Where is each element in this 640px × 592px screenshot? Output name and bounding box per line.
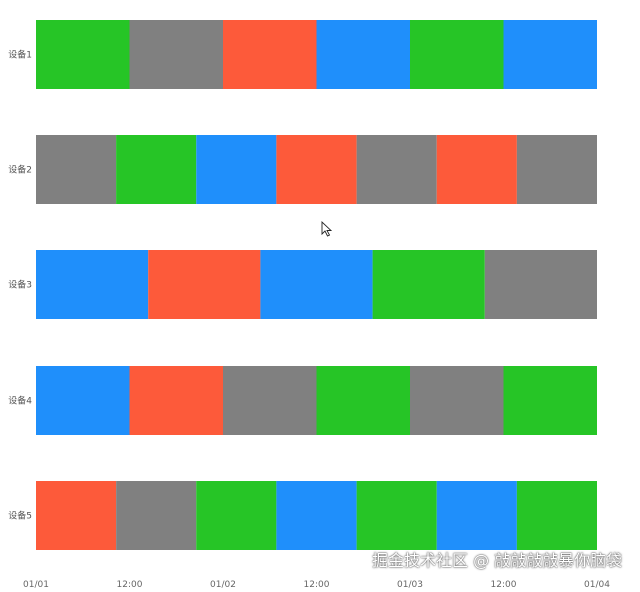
bar-segment-blue[interactable] xyxy=(316,20,411,89)
mouse-cursor-icon xyxy=(321,220,333,237)
y-axis-label: 设备2 xyxy=(8,164,32,176)
bar-segment-gray[interactable] xyxy=(129,20,224,89)
bar-segment-green[interactable] xyxy=(116,135,197,204)
bar-segment-green[interactable] xyxy=(372,250,485,319)
bar-segment-red[interactable] xyxy=(276,135,357,204)
watermark: 掘金技术社区 @ 敲敲敲敲暴你脑袋 xyxy=(372,551,623,570)
bar-segment-gray[interactable] xyxy=(410,366,504,435)
x-axis-tick-label: 12:00 xyxy=(491,580,517,590)
bar-segment-gray[interactable] xyxy=(516,135,597,204)
bar-segment-green[interactable] xyxy=(503,366,598,435)
x-axis-tick-label: 01/03 xyxy=(397,580,423,590)
bar-segment-gray[interactable] xyxy=(116,481,197,550)
bar-segment-blue[interactable] xyxy=(36,366,130,435)
bar-segment-blue[interactable] xyxy=(436,481,517,550)
bar-segment-blue[interactable] xyxy=(276,481,357,550)
bar-segment-red[interactable] xyxy=(36,481,117,550)
bar-segment-red[interactable] xyxy=(129,366,224,435)
bar-segment-green[interactable] xyxy=(516,481,597,550)
x-axis-tick-label: 01/01 xyxy=(23,580,49,590)
bar-segment-green[interactable] xyxy=(410,20,504,89)
y-axis-label: 设备4 xyxy=(8,395,32,407)
bar-segment-blue[interactable] xyxy=(260,250,373,319)
bar-segment-green[interactable] xyxy=(36,20,130,89)
bar-segment-gray[interactable] xyxy=(36,135,117,204)
bar-segment-red[interactable] xyxy=(148,250,261,319)
bar-segment-blue[interactable] xyxy=(36,250,149,319)
y-axis-label: 设备5 xyxy=(8,510,32,522)
x-axis-tick-label: 12:00 xyxy=(304,580,330,590)
bar-segment-green[interactable] xyxy=(196,481,277,550)
bar-segment-gray[interactable] xyxy=(484,250,597,319)
bar-segment-red[interactable] xyxy=(436,135,517,204)
bar-segment-green[interactable] xyxy=(356,481,437,550)
bar-segment-gray[interactable] xyxy=(223,366,317,435)
x-axis-tick-label: 01/04 xyxy=(584,580,610,590)
x-axis-tick-label: 12:00 xyxy=(117,580,143,590)
bar-segment-green[interactable] xyxy=(316,366,411,435)
x-axis-tick-label: 01/02 xyxy=(210,580,236,590)
y-axis-label: 设备3 xyxy=(8,279,32,291)
bar-segment-blue[interactable] xyxy=(503,20,598,89)
bar-segment-blue[interactable] xyxy=(196,135,277,204)
bar-segment-gray[interactable] xyxy=(356,135,437,204)
y-axis-label: 设备1 xyxy=(8,49,32,61)
bar-segment-red[interactable] xyxy=(223,20,317,89)
